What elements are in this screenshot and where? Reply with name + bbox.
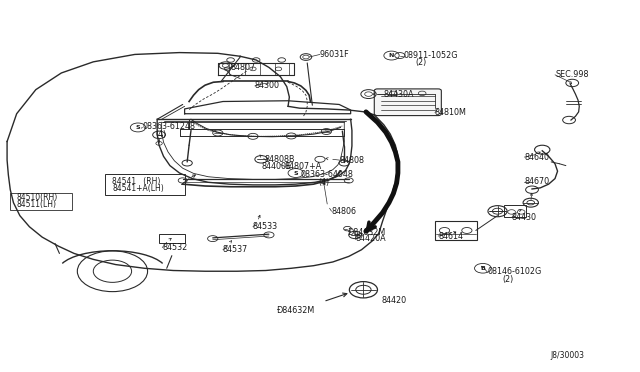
- Text: 84510(RH): 84510(RH): [17, 193, 58, 202]
- Text: 84400E: 84400E: [261, 162, 291, 171]
- Text: 96031F: 96031F: [320, 50, 349, 59]
- Text: 84532: 84532: [163, 243, 188, 252]
- Text: 84807: 84807: [230, 63, 256, 72]
- Text: 84420A: 84420A: [355, 234, 386, 243]
- Text: SEC.998: SEC.998: [555, 70, 589, 79]
- Text: 84808B: 84808B: [264, 155, 295, 164]
- Text: 84808: 84808: [339, 155, 364, 164]
- Text: (4): (4): [319, 178, 330, 187]
- Text: 84537: 84537: [223, 245, 248, 254]
- Text: 84807+A: 84807+A: [285, 162, 322, 171]
- Text: 08363-61248: 08363-61248: [143, 122, 195, 131]
- Text: (2): (2): [416, 58, 427, 67]
- Text: 84533: 84533: [253, 222, 278, 231]
- Text: 84511(LH): 84511(LH): [17, 200, 57, 209]
- Text: 84430A: 84430A: [384, 90, 414, 99]
- Text: Ð84632M: Ð84632M: [348, 228, 386, 237]
- FancyBboxPatch shape: [10, 193, 72, 210]
- Text: S: S: [136, 125, 140, 130]
- Text: 08911-1052G: 08911-1052G: [403, 51, 458, 60]
- Text: N: N: [389, 53, 394, 58]
- Text: 84810M: 84810M: [435, 108, 467, 117]
- Text: 84541   (RH): 84541 (RH): [113, 177, 161, 186]
- Text: 84640: 84640: [524, 153, 549, 161]
- Text: 84806: 84806: [332, 207, 356, 216]
- FancyBboxPatch shape: [504, 205, 525, 217]
- Text: S: S: [293, 170, 298, 176]
- Text: 84430: 84430: [511, 213, 536, 222]
- Text: 08363-64048: 08363-64048: [301, 170, 354, 179]
- Text: 08146-6102G: 08146-6102G: [487, 267, 541, 276]
- Text: 84614: 84614: [438, 231, 463, 241]
- FancyBboxPatch shape: [374, 89, 442, 116]
- Text: 84420: 84420: [382, 296, 407, 305]
- Text: (2): (2): [502, 275, 513, 284]
- Text: 84541+A(LH): 84541+A(LH): [113, 184, 164, 193]
- Text: J8/30003: J8/30003: [550, 351, 584, 360]
- Text: (4): (4): [156, 129, 166, 139]
- Text: Ð84632M: Ð84632M: [276, 307, 315, 315]
- FancyBboxPatch shape: [435, 221, 477, 240]
- Text: 84300: 84300: [255, 81, 280, 90]
- Text: B: B: [481, 266, 485, 271]
- Text: 84670: 84670: [524, 177, 550, 186]
- FancyBboxPatch shape: [105, 174, 184, 195]
